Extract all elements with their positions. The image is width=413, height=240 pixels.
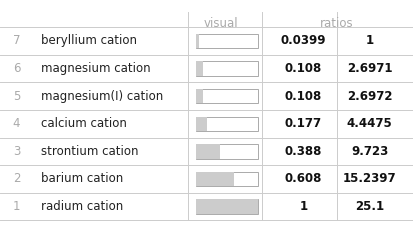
Text: magnesium(I) cation: magnesium(I) cation <box>41 90 164 103</box>
Bar <box>196 199 258 214</box>
Text: visual: visual <box>204 17 238 30</box>
Text: 0.388: 0.388 <box>285 145 322 158</box>
Text: magnesium cation: magnesium cation <box>41 62 151 75</box>
Text: 0.108: 0.108 <box>285 62 322 75</box>
Text: strontium cation: strontium cation <box>41 145 139 158</box>
Bar <box>196 89 258 103</box>
Text: 9.723: 9.723 <box>351 145 388 158</box>
Bar <box>196 34 199 48</box>
Text: 0.608: 0.608 <box>285 173 322 186</box>
Text: 0.0399: 0.0399 <box>281 35 326 48</box>
Text: 15.2397: 15.2397 <box>343 173 396 186</box>
Text: calcium cation: calcium cation <box>41 117 127 130</box>
Text: beryllium cation: beryllium cation <box>41 35 137 48</box>
Text: 4: 4 <box>13 117 20 130</box>
Bar <box>196 172 258 186</box>
Text: 0.108: 0.108 <box>285 90 322 103</box>
Bar <box>196 172 234 186</box>
Bar <box>196 144 220 159</box>
Text: 5: 5 <box>13 90 20 103</box>
Text: barium cation: barium cation <box>41 173 123 186</box>
Text: 4.4475: 4.4475 <box>347 117 392 130</box>
Bar <box>196 199 258 214</box>
Text: 1: 1 <box>366 35 374 48</box>
Bar <box>196 144 258 159</box>
Text: ratios: ratios <box>320 17 354 30</box>
Bar <box>196 61 258 76</box>
Text: 3: 3 <box>13 145 20 158</box>
Bar <box>196 89 203 103</box>
Bar <box>196 117 258 131</box>
Text: 7: 7 <box>13 35 20 48</box>
Text: 2.6971: 2.6971 <box>347 62 392 75</box>
Bar <box>196 61 203 76</box>
Text: 1: 1 <box>13 200 20 213</box>
Bar <box>196 117 207 131</box>
Text: radium cation: radium cation <box>41 200 123 213</box>
Text: 6: 6 <box>13 62 20 75</box>
Text: 25.1: 25.1 <box>355 200 384 213</box>
Text: 2: 2 <box>13 173 20 186</box>
Text: 1: 1 <box>299 200 308 213</box>
Text: 2.6972: 2.6972 <box>347 90 392 103</box>
Text: 0.177: 0.177 <box>285 117 322 130</box>
Bar <box>196 34 258 48</box>
